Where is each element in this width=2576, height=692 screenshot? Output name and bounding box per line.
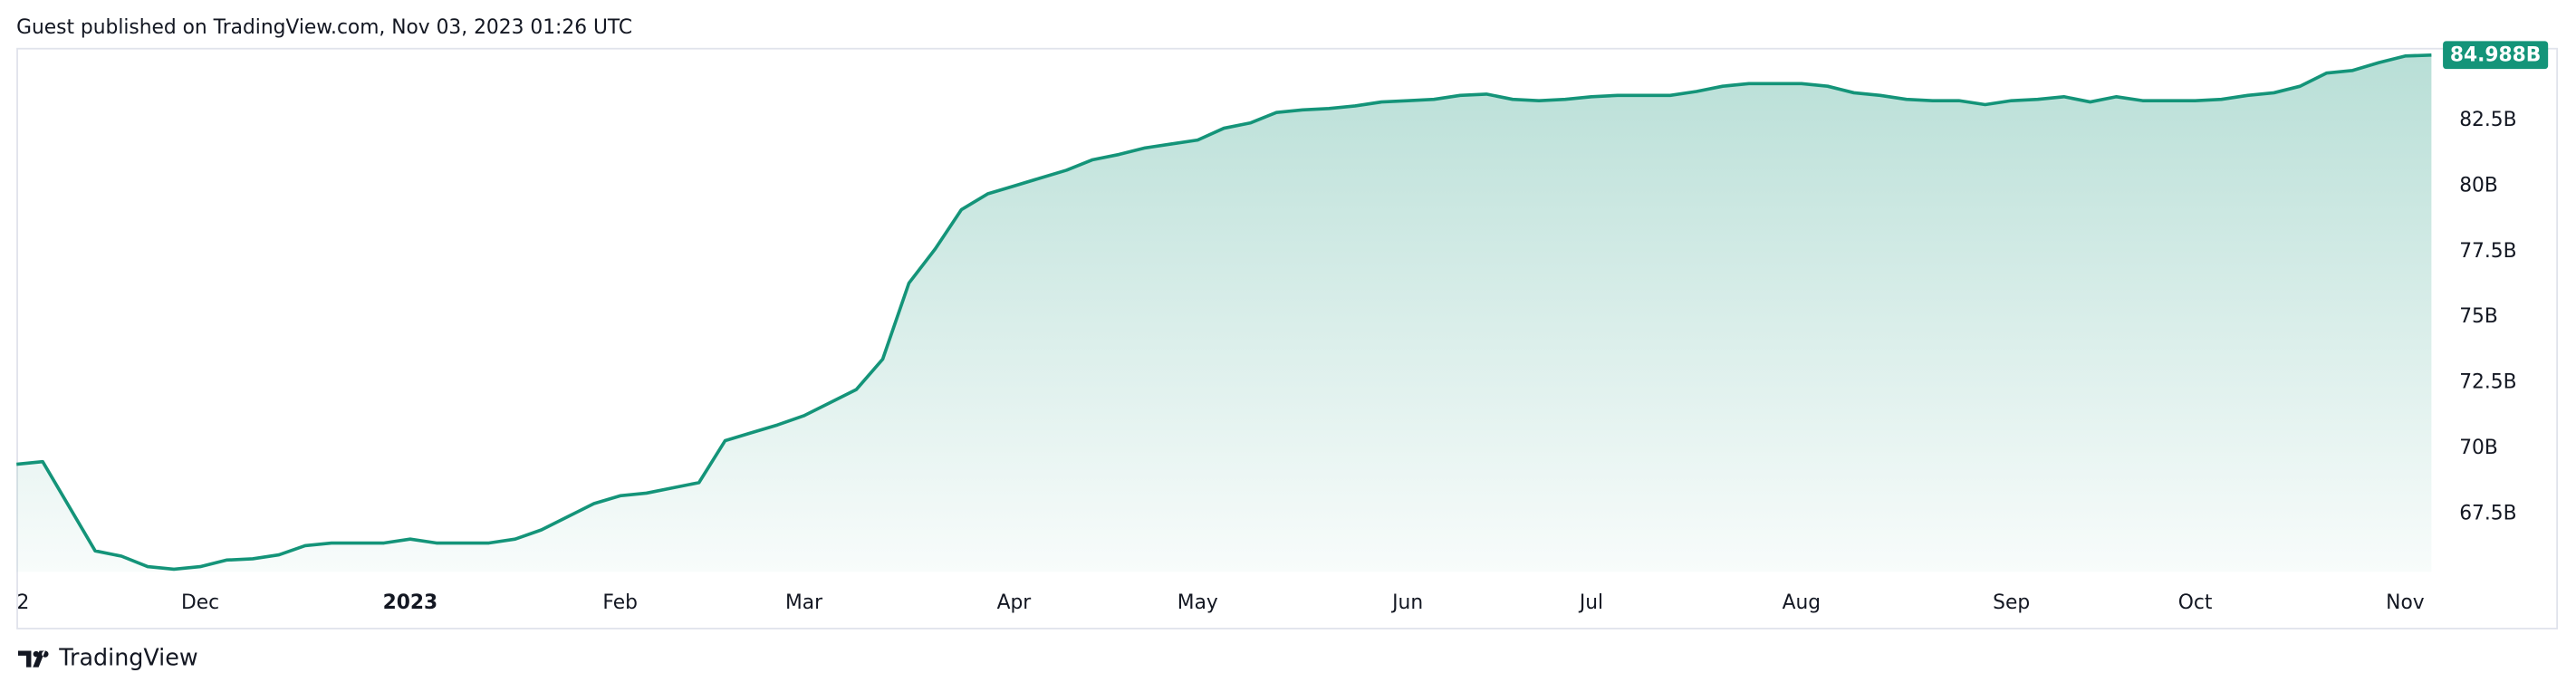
x-tick-label: Sep (1993, 591, 2030, 614)
x-tick-label: Nov (2386, 591, 2425, 614)
x-tick-label: Oct (2178, 591, 2213, 614)
y-tick-label: 82.5B (2459, 109, 2516, 131)
y-tick-label: 75B (2459, 305, 2498, 328)
y-tick-label: 67.5B (2459, 503, 2516, 525)
header-text: Guest published on TradingView.com, Nov … (16, 16, 632, 39)
price-line (16, 53, 2432, 572)
y-tick-label: 72.5B (2459, 371, 2516, 394)
x-axis: 2 Dec 2023 Feb Mar Apr May Jun Jul Aug Sep Oct Nov (16, 591, 2424, 614)
x-tick-label: 2 (16, 591, 29, 614)
footer-brand: TradingView (58, 644, 197, 671)
x-tick-label: Jul (1578, 591, 1603, 614)
plot-area (16, 53, 2432, 572)
y-tick-label: 80B (2459, 174, 2498, 197)
x-tick-label: Dec (181, 591, 219, 614)
y-axis: 67.5B 70B 72.5B 75B 77.5B 80B 82.5B 84.988B (2433, 41, 2549, 525)
x-tick-label: Aug (1783, 591, 1821, 614)
x-tick-label: 2023 (383, 591, 438, 614)
x-tick-label: Mar (785, 591, 822, 614)
x-tick-label: May (1177, 591, 1218, 614)
x-tick-label: Jun (1390, 591, 1423, 614)
last-price-label: 84.988B (2450, 44, 2542, 67)
area-fill (16, 54, 2432, 572)
y-tick-label: 77.5B (2459, 240, 2516, 263)
footer-logo (17, 650, 49, 668)
chart-frame (16, 47, 2559, 630)
x-tick-label: Feb (602, 591, 638, 614)
y-tick-label: 70B (2459, 437, 2498, 459)
last-price-tag (2443, 41, 2549, 70)
x-tick-label: Apr (997, 591, 1032, 614)
